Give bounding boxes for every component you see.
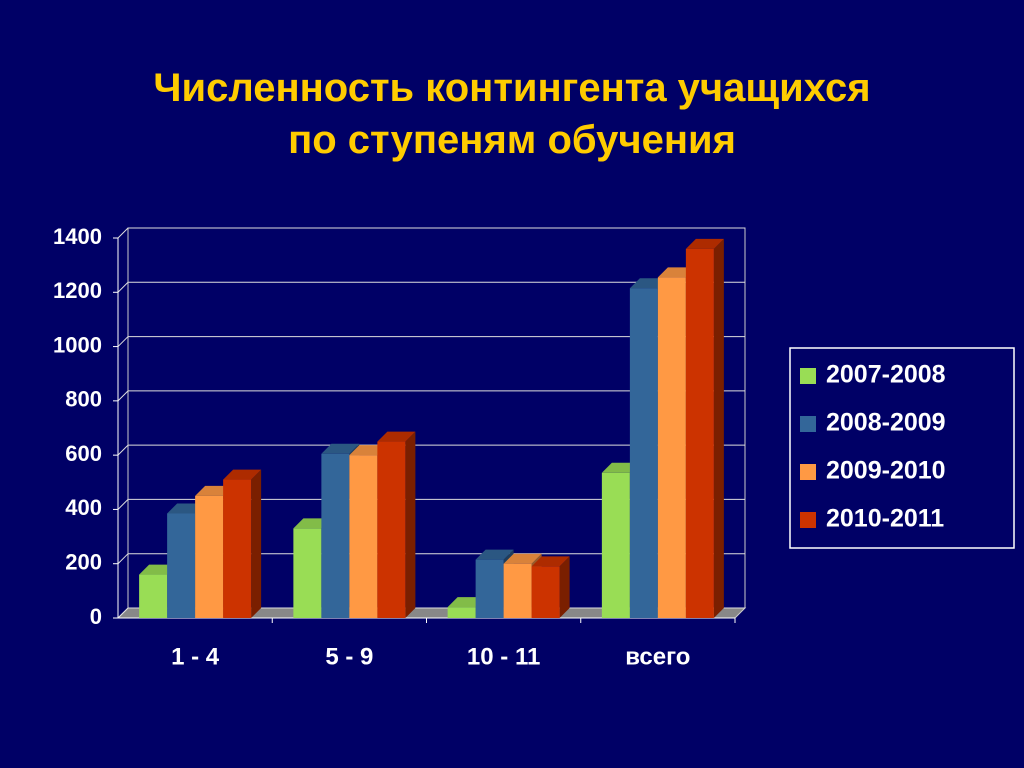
bar <box>503 563 532 618</box>
grid-line <box>117 444 745 456</box>
x-tick-label: 5 - 9 <box>325 643 373 670</box>
bar <box>629 288 658 618</box>
legend-swatch <box>800 464 816 480</box>
grid-line <box>117 498 745 510</box>
bar-side <box>713 238 724 618</box>
bar <box>167 513 196 618</box>
bar <box>349 455 378 618</box>
legend-swatch <box>800 512 816 528</box>
grid-line <box>117 390 745 402</box>
y-tick-label: 1000 <box>53 332 102 357</box>
chart-title: Численность контингента учащихся по ступе… <box>153 66 870 162</box>
bar-top <box>531 556 570 567</box>
bar-top <box>475 549 514 560</box>
y-tick-label: 1400 <box>53 224 102 249</box>
bar-side <box>405 431 416 618</box>
bar <box>223 479 252 618</box>
legend-swatch <box>800 416 816 432</box>
legend-box <box>789 347 1015 549</box>
x-tick-label: 1 - 4 <box>171 643 220 670</box>
bar <box>377 441 406 618</box>
bar <box>657 277 686 618</box>
grid-line <box>117 336 745 347</box>
bar-top <box>685 238 724 249</box>
grid-line <box>117 227 745 239</box>
bar-top <box>223 469 262 480</box>
legend-label: 2008-2009 <box>826 409 946 437</box>
bar-top <box>321 443 360 454</box>
grid-line <box>117 281 745 293</box>
bar <box>475 559 504 618</box>
bar <box>321 453 350 618</box>
y-tick-label: 0 <box>90 604 102 629</box>
bar <box>293 528 322 618</box>
bar-side <box>559 556 570 618</box>
y-tick-label: 1200 <box>53 278 102 303</box>
legend-swatch <box>800 368 816 384</box>
bar-top <box>377 431 416 442</box>
y-tick-label: 400 <box>65 495 102 520</box>
bar <box>685 248 714 618</box>
bar <box>139 574 168 618</box>
x-tick-label: всего <box>625 643 690 670</box>
bar <box>447 607 476 618</box>
bar-side <box>251 469 262 618</box>
x-tick-label: 10 - 11 <box>467 643 540 670</box>
bar <box>195 495 224 618</box>
y-tick-label: 800 <box>65 387 102 412</box>
y-tick-label: 200 <box>65 550 102 575</box>
bar <box>531 566 560 618</box>
legend-label: 2010-2011 <box>826 505 944 533</box>
legend-label: 2009-2010 <box>826 457 946 485</box>
y-tick-label: 600 <box>65 441 102 466</box>
bar <box>601 472 630 618</box>
legend-label: 2007-2008 <box>826 361 946 389</box>
bar-top <box>503 553 542 564</box>
